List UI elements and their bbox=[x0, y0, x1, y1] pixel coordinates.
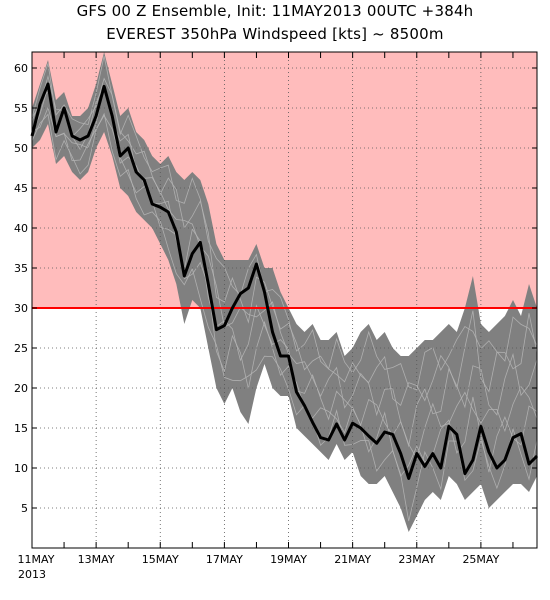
x-tick-label: 23MAY bbox=[398, 553, 435, 566]
y-tick-label: 5 bbox=[21, 502, 28, 515]
x-tick-label: 15MAY bbox=[142, 553, 179, 566]
plot-frame bbox=[31, 51, 538, 549]
chart-subtitle: EVEREST 350hPa Windspeed [kts] ~ 8500m bbox=[106, 25, 444, 43]
threshold-shaded-region bbox=[32, 52, 537, 308]
x-tick-label: 17MAY bbox=[206, 553, 243, 566]
y-tick-label: 50 bbox=[14, 142, 28, 155]
x-tick-label: 11MAY bbox=[18, 553, 55, 566]
x-year-label: 2013 bbox=[18, 568, 46, 581]
y-tick-label: 25 bbox=[14, 342, 28, 355]
ensemble-mean-line bbox=[30, 82, 539, 480]
y-tick-label: 30 bbox=[14, 302, 28, 315]
y-tick-label: 20 bbox=[14, 382, 28, 395]
ensemble-spread-band bbox=[32, 52, 537, 532]
x-tick-label: 25MAY bbox=[462, 553, 499, 566]
y-tick-label: 45 bbox=[14, 182, 28, 195]
y-tick-label: 10 bbox=[14, 462, 28, 475]
ensemble-member-trace bbox=[31, 112, 538, 522]
y-tick-label: 55 bbox=[14, 102, 28, 115]
y-tick-label: 15 bbox=[14, 422, 28, 435]
chart-title: GFS 00 Z Ensemble, Init: 11MAY2013 00UTC… bbox=[76, 2, 474, 20]
y-tick-label: 60 bbox=[14, 62, 28, 75]
y-tick-label: 35 bbox=[14, 262, 28, 275]
x-tick-label: 13MAY bbox=[78, 553, 115, 566]
x-tick-label: 21MAY bbox=[334, 553, 371, 566]
x-tick-label: 19MAY bbox=[270, 553, 307, 566]
y-tick-label: 40 bbox=[14, 222, 28, 235]
grid-lines bbox=[31, 52, 537, 548]
